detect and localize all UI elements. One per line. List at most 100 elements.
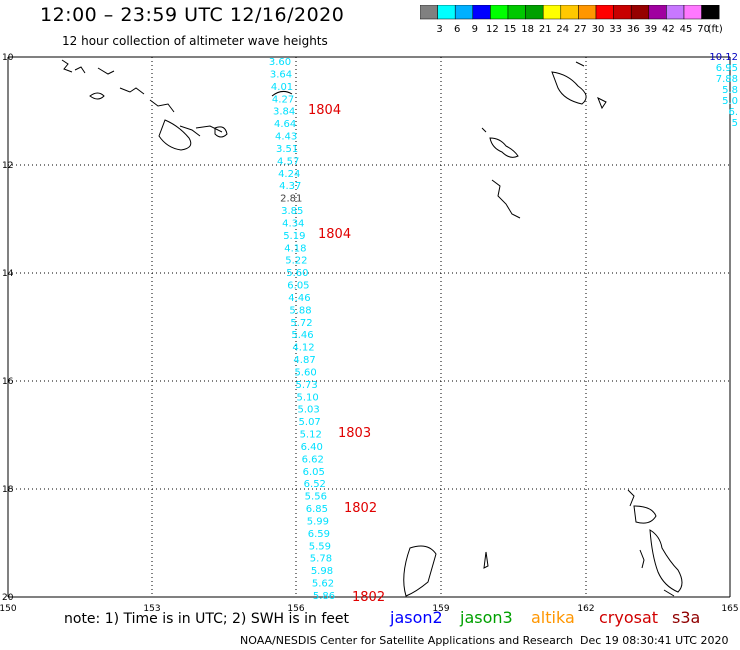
swh-value: 4.01 — [271, 82, 293, 93]
island-shape — [97, 67, 115, 75]
island-shape — [633, 505, 657, 524]
swh-value: 6.85 — [306, 504, 328, 515]
island-shape — [639, 549, 645, 569]
swh-value: 5.62 — [312, 579, 334, 590]
color-legend-label: 36 — [627, 24, 640, 35]
island-shape — [74, 66, 86, 74]
color-swatch — [701, 5, 720, 20]
footer-note: note: 1) Time is in UTC; 2) SWH is in fe… — [64, 611, 350, 627]
color-legend-label: 30 — [592, 24, 605, 35]
lat-label: 12 — [2, 161, 13, 171]
swh-value: 5.99 — [307, 516, 329, 527]
swh-value: 6.59 — [308, 529, 330, 540]
legend-jason3: jason3 — [460, 608, 513, 627]
swh-value: 4.12 — [292, 343, 314, 354]
pass-time-label: 1802 — [344, 501, 377, 516]
swh-value: 2.81 — [280, 194, 302, 205]
island-shape — [627, 489, 635, 507]
swh-value: 5.19 — [283, 231, 305, 242]
swh-value: 5.12 — [300, 430, 322, 441]
lon-label: 150 — [0, 604, 17, 614]
lon-label: 162 — [577, 604, 594, 614]
color-legend-label: 33 — [609, 24, 622, 35]
legend-cryosat: cryosat — [599, 608, 659, 627]
color-legend-label: 21 — [539, 24, 552, 35]
color-legend-label: 27 — [574, 24, 587, 35]
swh-value: 4.64 — [274, 119, 296, 130]
color-legend-label: 24 — [556, 24, 569, 35]
pass-time-label: 1803 — [338, 426, 371, 441]
swh-value: 5.03 — [298, 405, 320, 416]
map-subtitle: 12 hour collection of altimeter wave hei… — [62, 34, 328, 48]
color-legend-label: (ft) — [708, 24, 723, 35]
island-shape — [481, 127, 487, 133]
swh-value: 3.51 — [276, 144, 298, 155]
swh-value: 6.05 — [303, 467, 325, 478]
swh-value: 4.87 — [293, 355, 315, 366]
color-legend-label: 9 — [472, 24, 478, 35]
coastlines — [61, 59, 683, 597]
map-title: 12:00 – 23:59 UTC 12/16/2020 — [40, 4, 345, 26]
island-shape — [61, 59, 73, 73]
swh-value: 5.73 — [295, 380, 317, 391]
swh-value: 4.24 — [278, 169, 300, 180]
swh-value-edge: 5.8 — [722, 85, 738, 96]
color-legend-label: 18 — [521, 24, 534, 35]
lat-label: 18 — [2, 485, 14, 495]
swh-value: 5.72 — [290, 318, 312, 329]
swh-value: 3.84 — [273, 107, 295, 118]
color-legend-label: 3 — [436, 24, 442, 35]
lat-label: 10 — [2, 53, 14, 63]
lat-label: 20 — [2, 593, 14, 603]
swh-value: 4.34 — [282, 218, 304, 229]
swh-value: 3.85 — [281, 206, 303, 217]
color-legend-label: 12 — [486, 24, 499, 35]
swh-value: 6.62 — [302, 454, 324, 465]
swh-value: 5.88 — [289, 305, 311, 316]
swh-value: 6.05 — [287, 281, 309, 292]
swh-value-edge: 7.88 — [716, 74, 738, 85]
lon-label: 159 — [432, 604, 449, 614]
color-legend-label: 39 — [644, 24, 657, 35]
swh-value: 6.40 — [301, 442, 323, 453]
swh-value: 5.22 — [285, 256, 307, 267]
color-legend-label: 70 — [697, 24, 710, 35]
island-shape — [575, 61, 585, 67]
swh-value: 5.60 — [294, 367, 316, 378]
swh-value-edge: 6.95 — [716, 63, 738, 74]
island-shape — [597, 96, 607, 110]
swh-value-edge: 5 — [732, 118, 738, 129]
swh-value: 5.07 — [299, 417, 321, 428]
island-shape — [214, 126, 228, 138]
swh-value: 4.37 — [279, 181, 301, 192]
swh-value: 4.18 — [284, 243, 306, 254]
island-shape — [149, 99, 175, 113]
swh-value: 5.60 — [286, 268, 308, 279]
island-shape — [489, 137, 519, 158]
pass-time-label: 1804 — [308, 103, 341, 118]
swh-value: 3.64 — [270, 69, 292, 80]
swh-value-edge: 6. — [728, 107, 738, 118]
lat-label: 14 — [2, 269, 14, 279]
lat-label: 16 — [2, 377, 14, 387]
color-legend-label: 6 — [454, 24, 460, 35]
swh-value: 5.56 — [305, 492, 327, 503]
island-shape — [403, 545, 437, 597]
swh-value: 4.43 — [275, 132, 297, 143]
swh-value: 5.59 — [309, 541, 331, 552]
swh-value-edge: 10.12 — [709, 52, 738, 63]
swh-value: 5.46 — [291, 330, 313, 341]
island-shape — [649, 529, 683, 593]
island-shape — [119, 87, 145, 95]
island-shape — [195, 125, 223, 133]
island-shape — [89, 92, 105, 100]
lon-label: 156 — [287, 604, 304, 614]
swh-value: 5.98 — [311, 566, 333, 577]
color-legend-label: 45 — [680, 24, 693, 35]
swh-value: 4.57 — [277, 156, 299, 167]
island-shape — [483, 551, 489, 569]
island-shape — [271, 90, 293, 97]
legend-s3a: s3a — [672, 608, 701, 627]
